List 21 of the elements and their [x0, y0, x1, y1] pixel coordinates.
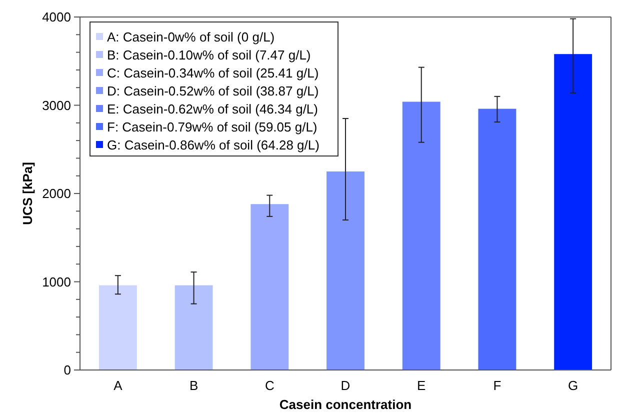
legend-label: A: Casein-0w% of soil (0 g/L)	[107, 30, 275, 45]
legend-label: D: Casein-0.52w% of soil (38.87 g/L)	[107, 84, 319, 99]
legend-label: E: Casein-0.62w% of soil (46.34 g/L)	[107, 102, 318, 117]
x-tick-label: G	[568, 378, 578, 393]
y-axis-title: UCS [kPa]	[20, 162, 35, 225]
x-tick-label: A	[114, 378, 123, 393]
legend-label: G: Casein-0.86w% of soil (64.28 g/L)	[107, 138, 320, 153]
y-tick-label: 0	[64, 362, 71, 378]
y-tick-label: 1000	[42, 274, 71, 290]
legend-label: B: Casein-0.10w% of soil (7.47 g/L)	[107, 48, 311, 63]
x-tick-label: C	[264, 378, 274, 393]
x-tick-label: B	[189, 378, 198, 393]
x-tick-label: F	[493, 378, 502, 393]
y-tick-label: 3000	[42, 98, 71, 113]
legend-label: C: Casein-0.34w% of soil (25.41 g/L)	[107, 66, 319, 81]
x-axis-title: Casein concentration	[279, 397, 412, 412]
y-tick-label: 2000	[42, 186, 71, 202]
legend-label: F: Casein-0.79w% of soil (59.05 g/L)	[107, 120, 318, 135]
y-tick-label: 4000	[42, 10, 71, 25]
x-tick-label: E	[417, 378, 426, 393]
x-tick-label: D	[340, 378, 350, 393]
